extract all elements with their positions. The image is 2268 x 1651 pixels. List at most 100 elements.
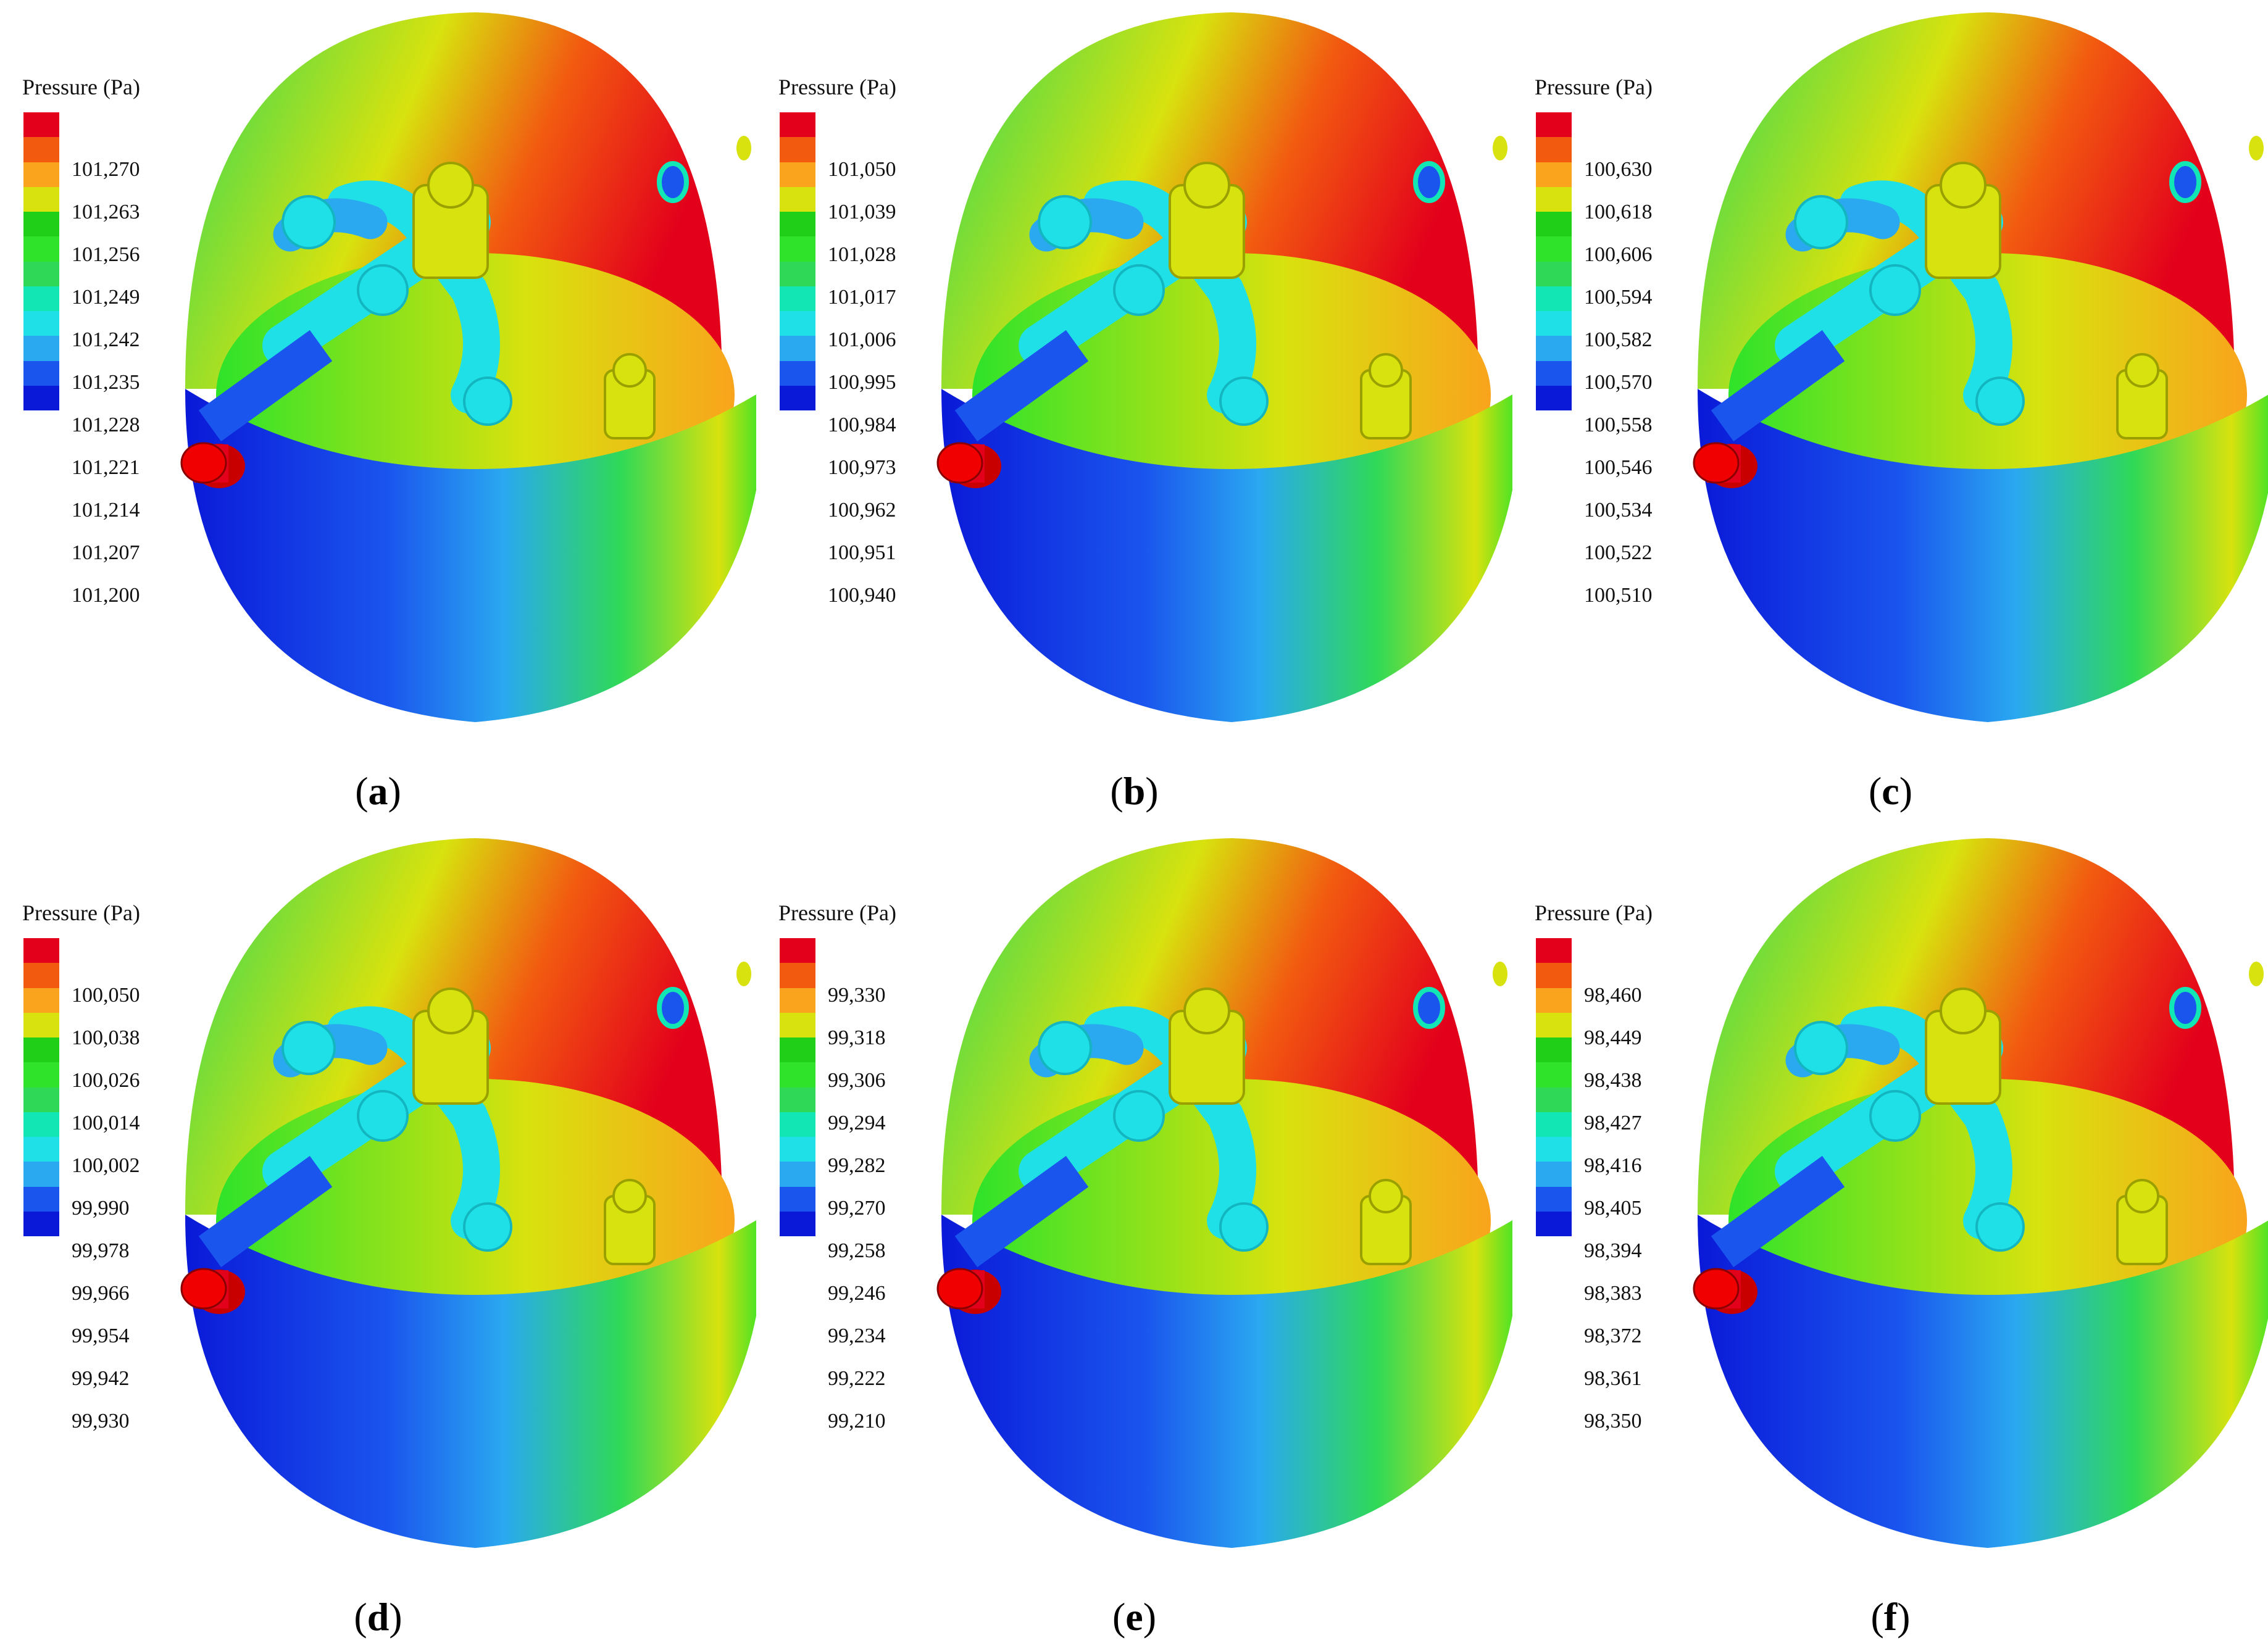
legend-color-step <box>780 938 815 963</box>
tank-front-wall <box>1698 389 2268 722</box>
legend-title: Pressure (Pa) <box>22 75 140 99</box>
legend-color-step <box>1536 1012 1572 1038</box>
legend-color-step <box>23 1186 59 1212</box>
legend-color-step <box>23 336 59 361</box>
legend-color-step <box>1536 212 1572 237</box>
legend-color-step <box>1536 385 1572 411</box>
legend-tick-label: 98,460 <box>1584 984 1642 1007</box>
pump-units <box>412 988 656 1265</box>
legend-color-step <box>780 1162 815 1187</box>
inlet-cap <box>1693 442 1757 488</box>
legend-color-step <box>1536 1137 1572 1162</box>
inlet-cap <box>180 442 245 488</box>
legend-color-step <box>23 1137 59 1162</box>
panel-letter: e <box>1125 1595 1143 1639</box>
legend-tick-label: 100,050 <box>72 984 140 1007</box>
legend-tick-label: 101,228 <box>72 414 140 437</box>
legend-title: Pressure (Pa) <box>1535 75 1653 99</box>
inlet-cap <box>936 442 1001 488</box>
legend-color-step <box>23 212 59 237</box>
legend-tick-label: 100,002 <box>72 1154 140 1178</box>
legend-colorbar <box>23 938 59 1485</box>
legend-tick-label: 99,318 <box>828 1026 886 1050</box>
panel-letter: a <box>368 769 388 813</box>
tank-front-wall <box>185 389 756 722</box>
tank-contour-render <box>180 12 756 722</box>
pump-units <box>412 162 656 439</box>
wall-port <box>1413 161 1445 203</box>
legend-color-step <box>780 137 815 162</box>
legend-tick-label: 100,558 <box>1584 414 1653 437</box>
legend-color-step <box>1536 1038 1572 1063</box>
tank-contour-render <box>936 838 1512 1548</box>
legend-tick-label: 99,246 <box>828 1282 886 1305</box>
legend-tick-label: 101,050 <box>828 158 896 181</box>
legend-color-step <box>1536 261 1572 286</box>
legend-tick-label: 100,038 <box>72 1026 140 1050</box>
legend-tick-label: 100,594 <box>1584 286 1653 309</box>
legend-colorbar <box>1536 938 1572 1485</box>
side-outlet <box>736 962 751 986</box>
legend-colorbar <box>780 938 815 1485</box>
legend-color-step <box>780 1038 815 1063</box>
legend-color-step <box>23 385 59 411</box>
legend-color-step <box>23 112 59 138</box>
tank-contour-render <box>936 12 1512 722</box>
legend-color-step <box>23 261 59 286</box>
panel-caption: (c) <box>1868 769 1913 813</box>
legend-tick-label: 98,438 <box>1584 1069 1642 1092</box>
pump-units <box>1925 162 2168 439</box>
legend-color-step <box>780 1211 815 1237</box>
legend-tick-label: 100,940 <box>828 584 896 607</box>
panel-letter: f <box>1883 1595 1898 1639</box>
legend-color-step <box>780 1012 815 1038</box>
legend-color-step <box>23 360 59 386</box>
inlet-cap <box>1693 1268 1757 1314</box>
legend-tick-label: 100,618 <box>1584 201 1653 224</box>
legend-tick-label: 100,026 <box>72 1069 140 1092</box>
legend-color-step <box>780 1137 815 1162</box>
legend-tick-label: 100,570 <box>1584 371 1653 394</box>
legend-color-step <box>1536 1162 1572 1187</box>
contour-panel-d: Pressure (Pa) 100,050 100,038 100,026 100,0… <box>0 826 756 1651</box>
wall-port <box>657 161 689 203</box>
legend-tick-label: 100,534 <box>1584 499 1653 522</box>
legend-tick-label: 100,606 <box>1584 243 1653 267</box>
side-outlet <box>2249 136 2264 160</box>
legend-color-step <box>780 1186 815 1212</box>
legend-color-step <box>23 236 59 262</box>
legend-color-step <box>23 938 59 963</box>
legend-color-step <box>780 1062 815 1087</box>
tank-front-wall <box>941 389 1512 722</box>
legend-tick-label: 101,207 <box>72 541 140 565</box>
legend-color-step <box>23 1162 59 1187</box>
legend-color-step <box>1536 1087 1572 1112</box>
legend-color-step <box>23 186 59 212</box>
contour-panel-a: Pressure (Pa) 101,270 101,263 101,256 101,2… <box>0 0 756 825</box>
pump-units <box>1169 988 1412 1265</box>
legend-colorbar <box>1536 112 1572 659</box>
legend-color-step <box>780 236 815 262</box>
contour-panel-f: Pressure (Pa) 98,460 98,449 98,438 98,427 98… <box>1512 826 2268 1651</box>
legend-title: Pressure (Pa) <box>778 75 896 99</box>
contour-panel-c: Pressure (Pa) 100,630 100,618 100,606 100,5… <box>1512 0 2268 825</box>
legend-color-step <box>780 286 815 312</box>
legend-tick-label: 100,995 <box>828 371 896 394</box>
legend-tick-label: 99,978 <box>72 1239 130 1263</box>
legend-tick-label: 99,330 <box>828 984 886 1007</box>
pump-units <box>1925 988 2168 1265</box>
legend-tick-label: 99,294 <box>828 1112 886 1135</box>
legend-color-step <box>23 1211 59 1237</box>
side-outlet <box>1493 136 1507 160</box>
wall-port <box>2169 161 2201 203</box>
legend-color-step <box>23 1038 59 1063</box>
legend-tick-label: 101,039 <box>828 201 896 224</box>
legend-color-step <box>1536 236 1572 262</box>
side-outlet <box>1493 962 1507 986</box>
legend-tick-label: 100,962 <box>828 499 896 522</box>
legend-color-step <box>1536 1211 1572 1237</box>
legend-color-step <box>780 212 815 237</box>
legend-color-step <box>23 1087 59 1112</box>
legend-color-step <box>1536 938 1572 963</box>
contour-panel-e: Pressure (Pa) 99,330 99,318 99,306 99,294 99… <box>756 826 1512 1651</box>
